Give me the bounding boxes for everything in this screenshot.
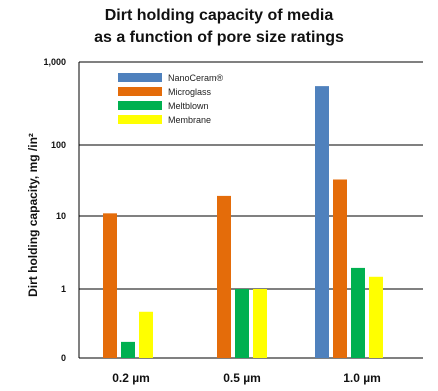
bar-membrane-0 — [139, 311, 153, 358]
y-tick-label: 0 — [61, 353, 66, 363]
bar-meltblown-0 — [121, 341, 135, 358]
bar-membrane-2 — [369, 276, 383, 358]
x-category-label: 0.2 µm — [112, 371, 150, 385]
x-category-label: 1.0 µm — [343, 371, 381, 385]
legend-swatch — [118, 73, 162, 82]
y-tick-label: 10 — [56, 211, 66, 221]
legend-swatch — [118, 87, 162, 96]
legend-label: Membrane — [168, 115, 211, 125]
bar-membrane-1 — [253, 289, 267, 358]
legend-label: Microglass — [168, 87, 212, 97]
bar-microglass-2 — [333, 179, 347, 358]
bar-meltblown-1 — [235, 289, 249, 358]
legend-label: NanoCeram® — [168, 73, 224, 83]
bar-nanoceram-2 — [315, 86, 329, 358]
bar-microglass-1 — [217, 195, 231, 358]
y-tick-label: 100 — [51, 140, 66, 150]
x-category-label: 0.5 µm — [223, 371, 261, 385]
legend-label: Meltblown — [168, 101, 209, 111]
bar-microglass-0 — [103, 213, 117, 358]
legend-swatch — [118, 101, 162, 110]
chart-title-line-1: Dirt holding capacity of media — [104, 7, 334, 24]
chart-title-line-2: as a function of pore size ratings — [94, 29, 344, 46]
y-tick-label: 1,000 — [43, 57, 66, 67]
y-axis-title: Dirt holding capacity, mg /in² — [26, 133, 40, 297]
bar-meltblown-2 — [351, 267, 365, 358]
y-tick-label: 1 — [61, 284, 66, 294]
legend-swatch — [118, 115, 162, 124]
